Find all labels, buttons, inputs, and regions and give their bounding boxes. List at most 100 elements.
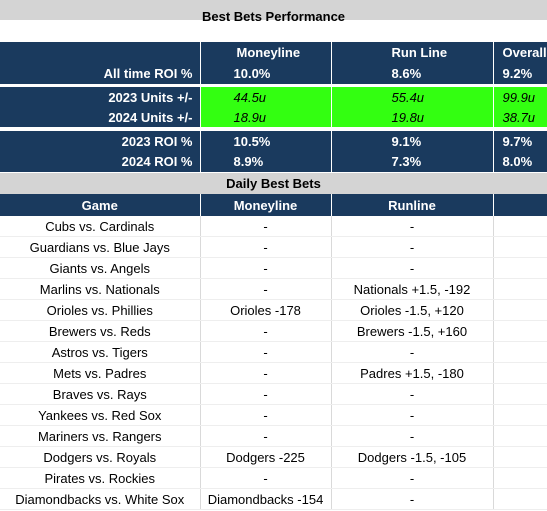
moneyline-cell: Diamondbacks -154 (200, 488, 332, 510)
table-row: Pirates vs. Rockies - - (0, 467, 547, 489)
table-row: Astros vs. Tigers - - (0, 341, 547, 363)
empty-cell (493, 320, 547, 342)
row-label-units-2023: 2023 Units +/- (0, 87, 201, 107)
moneyline-cell: - (200, 425, 332, 447)
moneyline-cell: - (200, 341, 332, 363)
summary-block-units: 2023 Units +/- 44.5u 55.4u 99.9u 2024 Un… (0, 87, 547, 127)
roi-2024-overall: 8.0% (493, 151, 547, 172)
runline-cell: - (331, 488, 494, 510)
empty-cell (493, 341, 547, 363)
units-2024-moneyline: 18.9u (200, 107, 332, 127)
moneyline-cell: - (200, 404, 332, 426)
moneyline-cell: - (200, 278, 332, 300)
table-row: Mets vs. Padres - Padres +1.5, -180 (0, 362, 547, 384)
table-row: Diamondbacks vs. White Sox Diamondbacks -… (0, 488, 547, 510)
runline-cell: - (331, 257, 494, 279)
alltime-moneyline: 10.0% (200, 63, 332, 84)
runline-cell: Nationals +1.5, -192 (331, 278, 494, 300)
empty-cell (493, 488, 547, 510)
daily-header-moneyline: Moneyline (200, 194, 332, 216)
empty-cell (493, 299, 547, 321)
moneyline-cell: Orioles -178 (200, 299, 332, 321)
col-header-run-line: Run Line (331, 42, 494, 63)
empty-cell (493, 404, 547, 426)
sheet-title: Best Bets Performance (0, 0, 547, 24)
runline-cell: - (331, 216, 494, 237)
runline-cell: - (331, 236, 494, 258)
empty-cell (493, 362, 547, 384)
empty-cell (493, 236, 547, 258)
empty-cell (493, 425, 547, 447)
roi-2024-moneyline: 8.9% (200, 151, 332, 172)
units-2024-run-line: 19.8u (331, 107, 494, 127)
alltime-run-line: 8.6% (331, 63, 494, 84)
runline-cell: Orioles -1.5, +120 (331, 299, 494, 321)
daily-header-runline: Runline (331, 194, 494, 216)
units-2023-overall: 99.9u (493, 87, 547, 107)
daily-rows: Cubs vs. Cardinals - - Guardians vs. Blue J… (0, 216, 547, 510)
empty-cell (493, 278, 547, 300)
table-row: Giants vs. Angels - - (0, 257, 547, 279)
summary-block-roi: 2023 ROI % 10.5% 9.1% 9.7% 2024 ROI % 8.… (0, 131, 547, 172)
table-row: Orioles vs. Phillies Orioles -178 Orioles … (0, 299, 547, 321)
moneyline-cell: - (200, 257, 332, 279)
moneyline-cell: - (200, 216, 332, 237)
runline-cell: Dodgers -1.5, -105 (331, 446, 494, 468)
game-cell: Braves vs. Rays (0, 383, 201, 405)
table-row: Cubs vs. Cardinals - - (0, 216, 547, 237)
daily-best-bets-table: Game Moneyline Runline Cubs vs. Cardinal… (0, 194, 547, 510)
daily-title: Daily Best Bets (0, 173, 547, 194)
table-row: Dodgers vs. Royals Dodgers -225 Dodgers -1… (0, 446, 547, 468)
roi-2023-run-line: 9.1% (331, 131, 494, 151)
roi-2023-overall: 9.7% (493, 131, 547, 151)
game-cell: Astros vs. Tigers (0, 341, 201, 363)
units-2024-overall: 38.7u (493, 107, 547, 127)
summary-block-alltime: Moneyline Run Line Overall All time ROI … (0, 42, 547, 84)
game-cell: Diamondbacks vs. White Sox (0, 488, 201, 510)
game-cell: Giants vs. Angels (0, 257, 201, 279)
row-label-alltime: All time ROI % (0, 63, 201, 84)
moneyline-cell: - (200, 236, 332, 258)
game-cell: Pirates vs. Rockies (0, 467, 201, 489)
table-row: Guardians vs. Blue Jays - - (0, 236, 547, 258)
row-label-units-2024: 2024 Units +/- (0, 107, 201, 127)
col-header-moneyline: Moneyline (200, 42, 332, 63)
runline-cell: Padres +1.5, -180 (331, 362, 494, 384)
runline-cell: - (331, 383, 494, 405)
col-header-overall: Overall (493, 42, 547, 63)
empty-cell (493, 467, 547, 489)
empty-cell (493, 216, 547, 237)
table-row: Marlins vs. Nationals - Nationals +1.5, -1… (0, 278, 547, 300)
runline-cell: - (331, 467, 494, 489)
moneyline-cell: - (200, 320, 332, 342)
corner-cell (0, 42, 201, 63)
runline-cell: - (331, 404, 494, 426)
runline-cell: Brewers -1.5, +160 (331, 320, 494, 342)
game-cell: Dodgers vs. Royals (0, 446, 201, 468)
runline-cell: - (331, 425, 494, 447)
roi-2023-moneyline: 10.5% (200, 131, 332, 151)
row-label-roi-2023: 2023 ROI % (0, 131, 201, 151)
game-cell: Brewers vs. Reds (0, 320, 201, 342)
moneyline-cell: - (200, 467, 332, 489)
game-cell: Yankees vs. Red Sox (0, 404, 201, 426)
game-cell: Mariners vs. Rangers (0, 425, 201, 447)
alltime-overall: 9.2% (493, 63, 547, 84)
moneyline-cell: - (200, 383, 332, 405)
runline-cell: - (331, 341, 494, 363)
daily-header-blank (493, 194, 547, 216)
units-2023-run-line: 55.4u (331, 87, 494, 107)
roi-2024-run-line: 7.3% (331, 151, 494, 172)
table-row: Yankees vs. Red Sox - - (0, 404, 547, 426)
game-cell: Marlins vs. Nationals (0, 278, 201, 300)
units-2023-moneyline: 44.5u (200, 87, 332, 107)
moneyline-cell: - (200, 362, 332, 384)
game-cell: Guardians vs. Blue Jays (0, 236, 201, 258)
daily-header-game: Game (0, 194, 201, 216)
game-cell: Cubs vs. Cardinals (0, 216, 201, 237)
game-cell: Orioles vs. Phillies (0, 299, 201, 321)
table-row: Brewers vs. Reds - Brewers -1.5, +160 (0, 320, 547, 342)
row-label-roi-2024: 2024 ROI % (0, 151, 201, 172)
moneyline-cell: Dodgers -225 (200, 446, 332, 468)
